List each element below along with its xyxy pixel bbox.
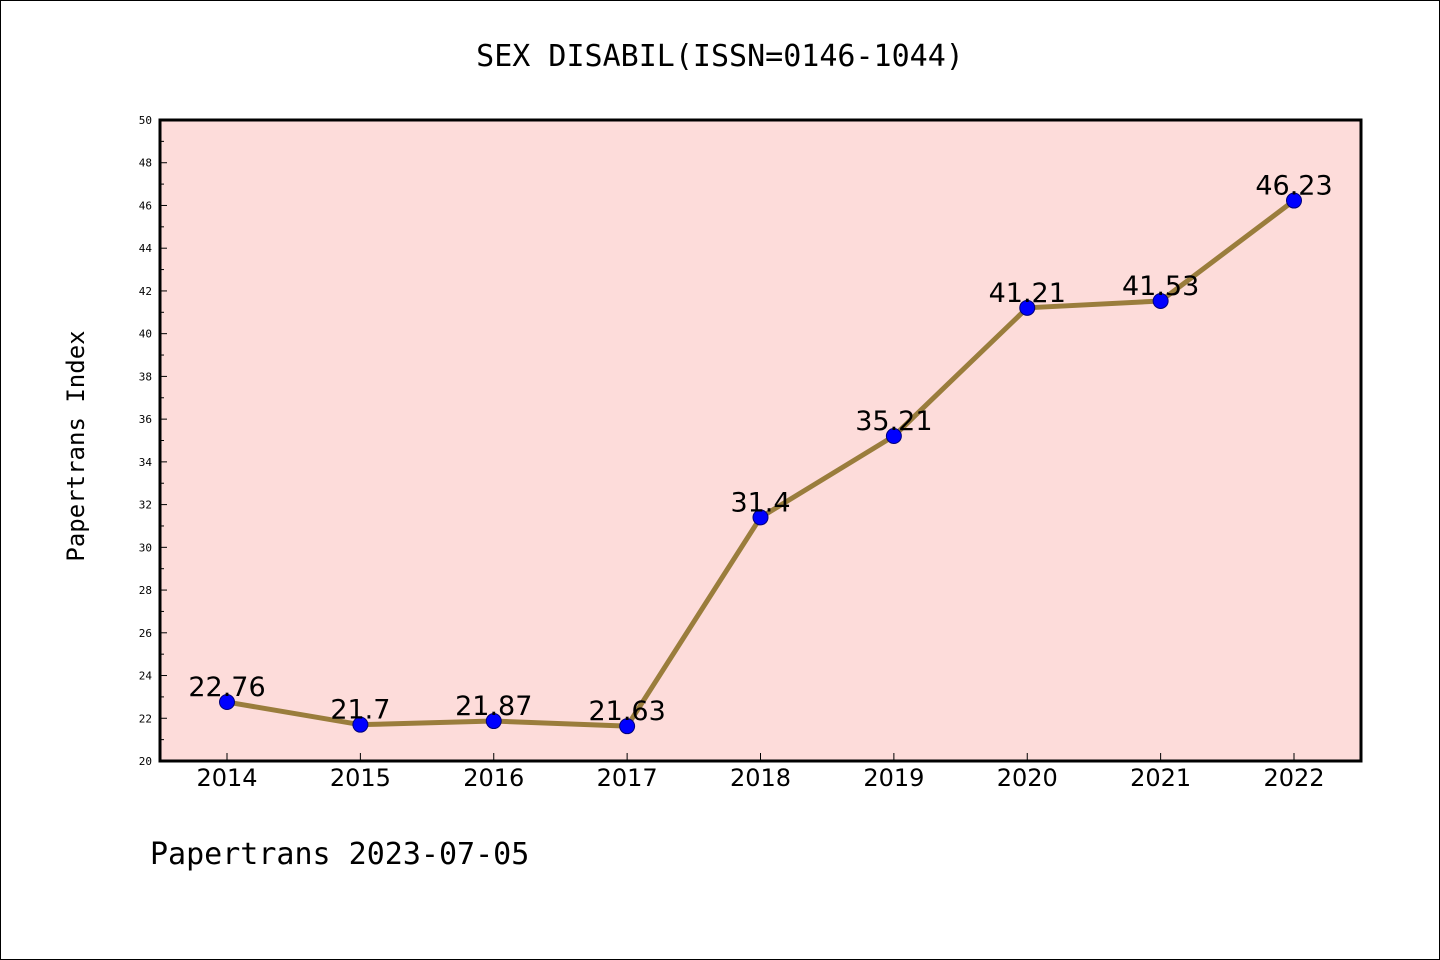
x-tick-label: 2019: [863, 764, 924, 792]
y-tick-label: 32: [139, 499, 152, 512]
x-axis: 2014 2015 2016 2017 2018 2019 2020 2021 2022: [196, 753, 1325, 792]
footer-text: Papertrans 2023-07-05: [150, 837, 529, 872]
data-point: [885, 428, 902, 445]
series-group: 22.76 21.7 21.87 21.63 31.4 35.21 41.21 41.53 46…: [188, 171, 1333, 735]
y-tick-label: 20: [139, 755, 152, 768]
y-tick-label: 42: [139, 285, 152, 298]
y-axis-label: Papertrans Index: [62, 330, 90, 561]
x-tick-label: 2018: [730, 764, 791, 792]
x-tick-label: 2014: [196, 764, 257, 792]
data-label: 21.7: [330, 695, 390, 726]
y-tick-label: 40: [139, 328, 152, 341]
y-tick-label: 22: [139, 712, 152, 725]
data-label: 41.21: [989, 278, 1066, 309]
x-tick-label: 2022: [1263, 764, 1324, 792]
x-tick-label: 2016: [463, 764, 524, 792]
data-point: [352, 716, 369, 733]
y-tick-label: 30: [139, 541, 152, 554]
y-tick-label: 44: [139, 242, 153, 255]
x-tick-label: 2020: [997, 764, 1058, 792]
x-tick-label: 2021: [1130, 764, 1191, 792]
y-axis: 20 22 24 26 28 30 32 34 36 38 40 42 44 46 48 50: [139, 114, 167, 768]
chart-title: SEX DISABIL(ISSN=0146-1044): [476, 39, 964, 74]
data-label: 21.63: [588, 696, 665, 727]
y-tick-label: 24: [139, 670, 153, 683]
data-point: [219, 694, 235, 711]
data-label: 35.21: [855, 406, 932, 437]
data-label: 21.87: [455, 691, 532, 722]
y-tick-label: 34: [139, 456, 153, 469]
y-tick-label: 28: [139, 584, 152, 597]
data-point: [619, 718, 636, 735]
x-tick-label: 2017: [597, 764, 658, 792]
data-point: [1286, 192, 1302, 209]
y-tick-label: 26: [139, 627, 152, 640]
data-label: 31.4: [730, 487, 790, 518]
y-tick-label: 36: [139, 413, 152, 426]
y-tick-label: 48: [139, 157, 152, 170]
data-point: [752, 509, 769, 526]
x-tick-label: 2015: [330, 764, 391, 792]
data-label: 41.53: [1122, 271, 1199, 302]
data-point: [1152, 292, 1169, 309]
data-point: [1019, 299, 1036, 316]
data-label: 46.23: [1255, 171, 1332, 202]
y-tick-label: 38: [139, 370, 152, 383]
data-label: 22.76: [188, 672, 265, 703]
data-point: [485, 713, 502, 730]
y-tick-label: 46: [139, 199, 152, 212]
y-tick-label: 50: [139, 114, 152, 127]
plot-area: [158, 118, 1363, 763]
